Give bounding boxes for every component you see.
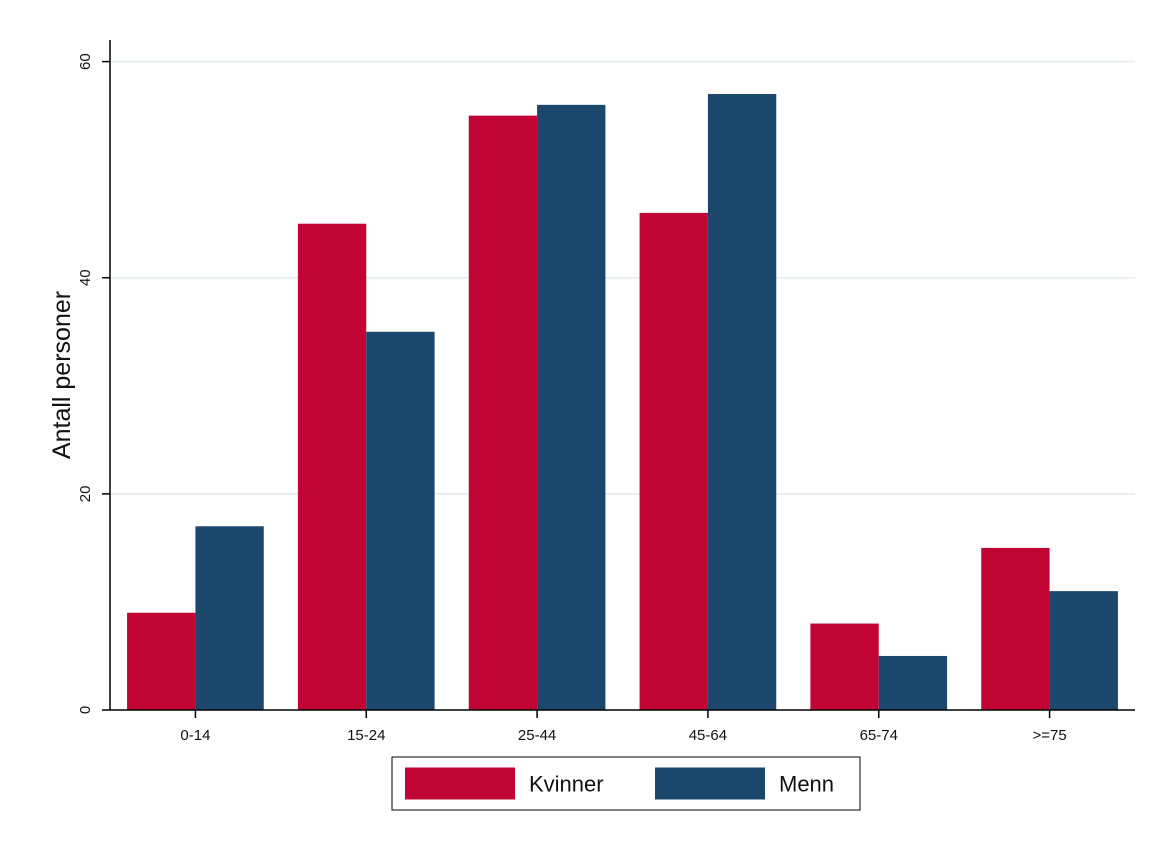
bar-kvinner-3 <box>639 212 708 710</box>
bar-kvinner-5 <box>981 547 1050 710</box>
legend: Kvinner Menn <box>391 756 861 811</box>
bar-menn-4 <box>878 655 948 710</box>
x-tick-label: 45-64 <box>689 727 727 744</box>
bar-kvinner-2 <box>468 115 538 711</box>
bar-kvinner-4 <box>810 623 879 710</box>
axes <box>109 40 1135 711</box>
legend-swatch-kvinner <box>405 767 515 800</box>
y-tick-label: 0 <box>77 706 94 714</box>
bar-menn-2 <box>537 104 606 711</box>
bar-kvinner-0 <box>127 612 196 710</box>
x-tick-label: >=75 <box>1032 727 1066 744</box>
y-axis-title: Antall personer <box>48 291 76 459</box>
bar-menn-0 <box>195 526 264 710</box>
y-tick-label: 20 <box>77 486 94 503</box>
x-tick-label: 15-24 <box>347 727 385 744</box>
bar-menn-3 <box>707 94 777 711</box>
y-tick-label: 40 <box>77 269 94 286</box>
y-ticks: 0 20 40 60 <box>77 53 110 714</box>
legend-label-kvinner: Kvinner <box>529 772 604 797</box>
x-tick-label: 65-74 <box>860 727 898 744</box>
x-ticks: 0-14 15-24 25-44 45-64 65-74 >=75 <box>180 710 1067 744</box>
x-tick-label: 25-44 <box>518 727 556 744</box>
gridlines <box>110 60 1135 495</box>
bar-menn-5 <box>1049 591 1118 710</box>
legend-label-menn: Menn <box>779 772 834 797</box>
bar-menn-1 <box>366 331 435 710</box>
bar-kvinner-1 <box>297 223 367 711</box>
bars <box>127 94 1118 711</box>
y-tick-label: 60 <box>77 53 94 70</box>
legend-items: Kvinner Menn <box>405 767 834 800</box>
x-tick-label: 0-14 <box>180 727 210 744</box>
legend-swatch-menn <box>655 767 765 800</box>
